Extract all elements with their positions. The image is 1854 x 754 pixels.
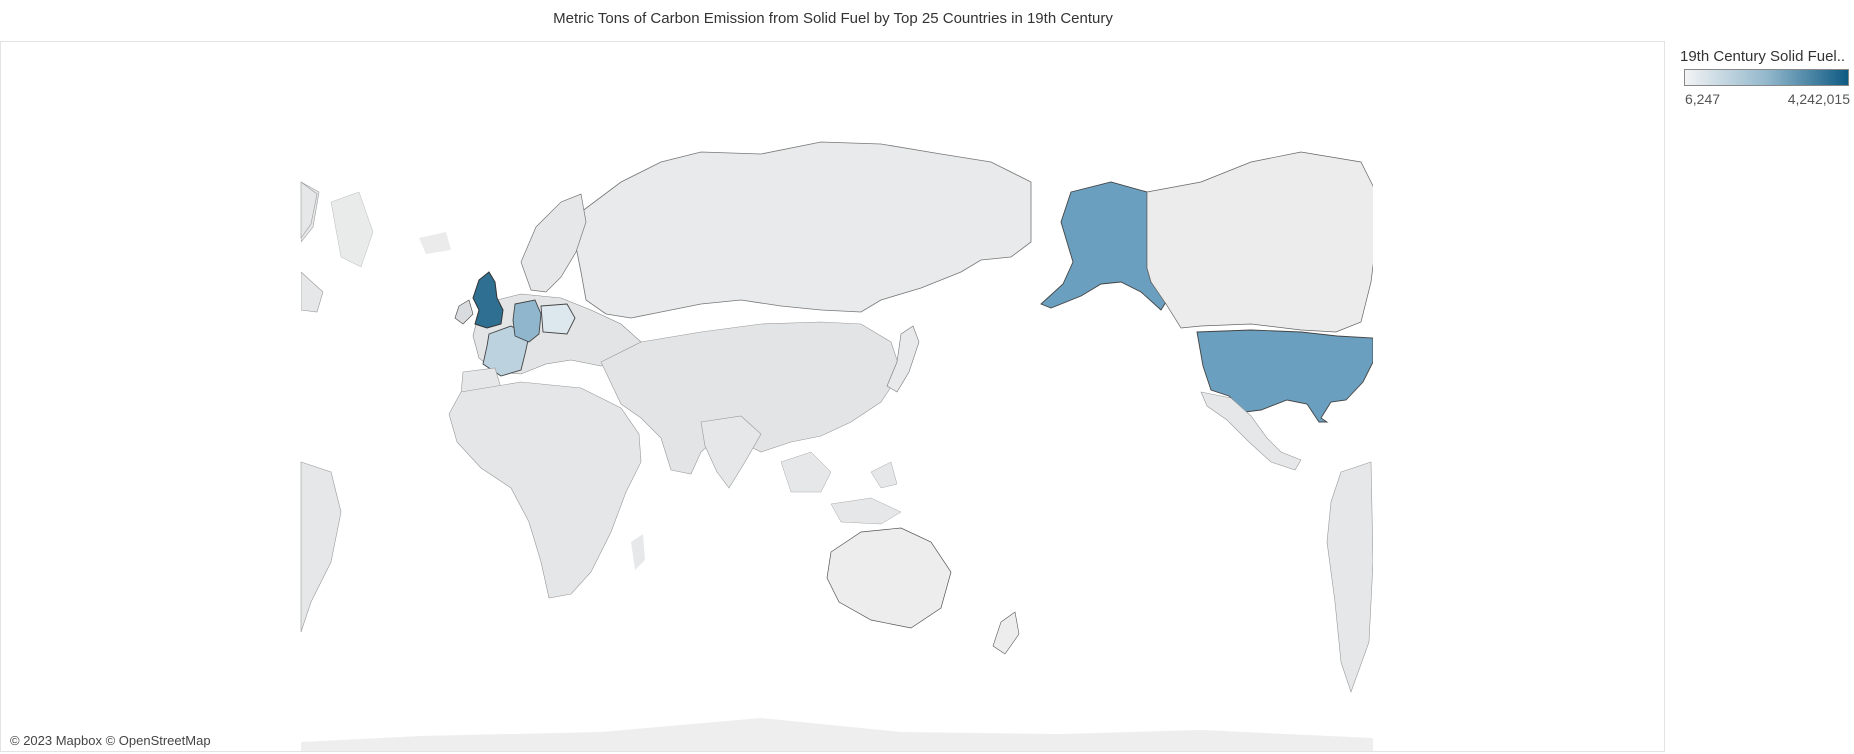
country-poland[interactable] xyxy=(540,303,576,335)
country-germany[interactable] xyxy=(512,299,542,343)
land-greenland-fragment xyxy=(330,191,374,268)
country-ireland xyxy=(454,299,474,325)
world-map[interactable] xyxy=(1,42,1665,752)
color-legend[interactable]: 19th Century Solid Fuel.. 6,247 4,242,01… xyxy=(1680,48,1854,109)
country-russia[interactable] xyxy=(574,141,1032,319)
land-japan xyxy=(886,325,920,393)
country-united-kingdom[interactable] xyxy=(472,271,504,329)
country-scandinavia[interactable] xyxy=(520,193,587,293)
land-west-edge-strip xyxy=(300,181,342,633)
land-madagascar xyxy=(631,534,645,570)
map-blank-left xyxy=(1,42,301,751)
legend-labels: 6,247 4,242,015 xyxy=(1680,91,1854,109)
land-new-zealand xyxy=(992,611,1020,655)
map-attribution: © 2023 Mapbox © OpenStreetMap xyxy=(10,733,211,748)
land-india xyxy=(700,415,762,489)
chart-title: Metric Tons of Carbon Emission from Soli… xyxy=(553,10,1113,27)
legend-min-label: 6,247 xyxy=(1685,91,1721,107)
land-africa xyxy=(448,381,642,599)
legend-title: 19th Century Solid Fuel.. xyxy=(1680,48,1846,65)
land-south-america-fragment xyxy=(1326,461,1374,693)
legend-gradient-bar xyxy=(1684,69,1849,86)
land-southeast-asia xyxy=(780,451,902,525)
country-canada[interactable] xyxy=(1146,151,1382,333)
map-view[interactable] xyxy=(0,41,1665,752)
legend-max-label: 4,242,015 xyxy=(1787,91,1850,107)
land-antarctica xyxy=(301,718,1373,751)
land-mexico xyxy=(1200,391,1302,471)
land-iceland xyxy=(419,232,451,254)
land-asia xyxy=(600,321,902,475)
map-blank-right xyxy=(1373,42,1664,751)
land-australia xyxy=(826,527,952,629)
